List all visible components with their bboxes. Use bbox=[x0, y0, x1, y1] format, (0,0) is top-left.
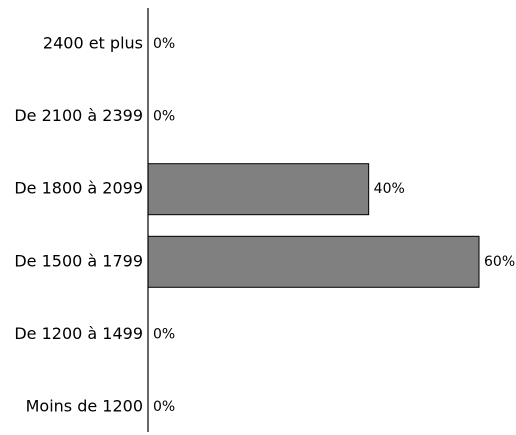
category-label: De 1200 à 1499 bbox=[14, 324, 143, 343]
value-labels: 0% 0% 40% 60% 0% 0% bbox=[153, 36, 515, 415]
bars-group bbox=[147, 163, 480, 288]
bar bbox=[147, 163, 370, 216]
category-labels: 2400 et plus De 2100 à 2399 De 1800 à 2099… bbox=[14, 34, 143, 416]
value-label: 0% bbox=[153, 326, 175, 342]
value-label: 40% bbox=[374, 181, 405, 197]
value-label: 0% bbox=[153, 109, 175, 125]
category-label: 2400 et plus bbox=[43, 34, 143, 53]
category-label: De 2100 à 2399 bbox=[14, 106, 143, 125]
value-label: 60% bbox=[484, 254, 515, 270]
bar bbox=[147, 235, 480, 288]
value-label: 0% bbox=[153, 399, 175, 415]
category-label: De 1500 à 1799 bbox=[14, 251, 143, 270]
category-label: De 1800 à 2099 bbox=[14, 179, 143, 198]
value-label: 0% bbox=[153, 36, 175, 52]
category-label: Moins de 1200 bbox=[26, 397, 143, 416]
